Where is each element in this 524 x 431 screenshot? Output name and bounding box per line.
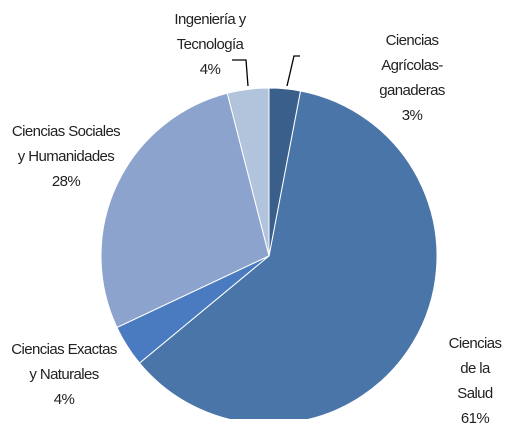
category-label: Ingeniería y Tecnología [174,11,246,53]
value-label: 4% [199,61,221,78]
leader-line [232,59,249,87]
leader-line [286,55,300,87]
chart [100,55,438,419]
pie-slice [268,87,302,257]
category-label: Ciencias de la Salud [448,335,502,402]
value-label: 28% [51,173,81,190]
pie-slice [100,92,270,329]
slice-label: Ciencias de la Salud 61% [449,331,502,431]
slice-label: Ciencias Exactas y Naturales 4% [11,337,117,412]
category-label: Ciencias Sociales y Humanidades [11,123,121,165]
value-label: 3% [401,107,423,124]
slice-label: Ciencias Agrícolas-ganaderas 3% [356,28,468,128]
pie-slice [138,90,438,419]
slice-label: Ciencias Sociales y Humanidades 28% [11,119,121,194]
slice-label: Ingeniería y Tecnología 4% [174,7,246,82]
page: Ciencias Agrícolas-ganaderas 3% Ciencias d… [11,7,502,427]
value-label: 4% [53,391,75,408]
category-label: Ciencias Exactas y Naturales [11,341,117,383]
category-label: Ciencias Agrícolas-ganaderas [379,32,445,99]
